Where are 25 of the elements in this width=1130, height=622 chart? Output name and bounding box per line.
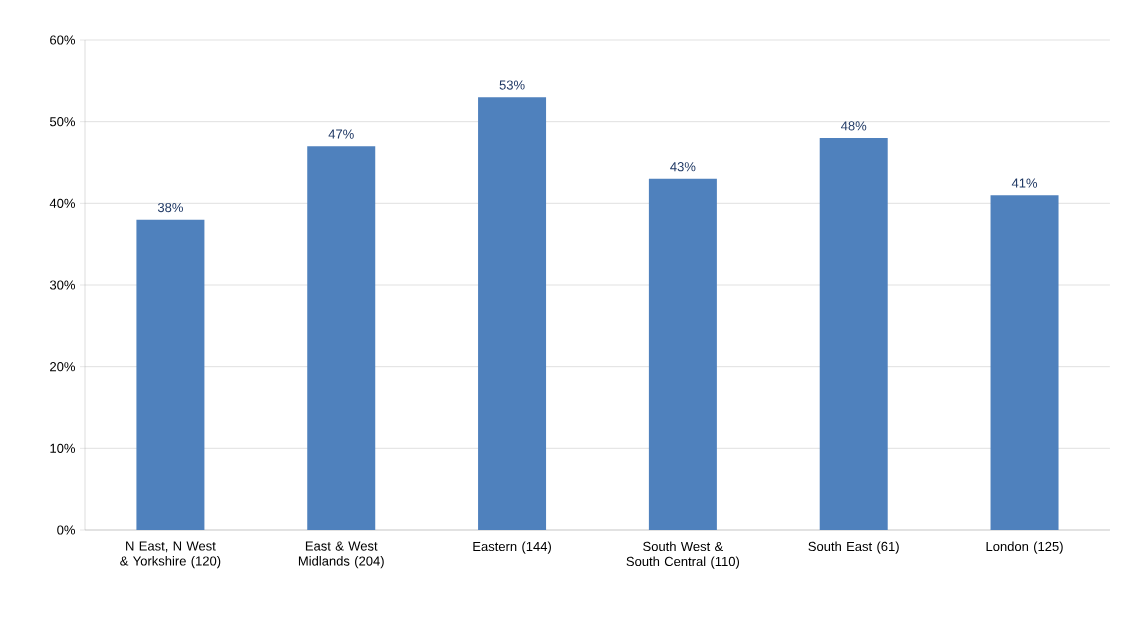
y-tick-label: 0%	[57, 525, 75, 535]
data-label: 38%	[157, 202, 183, 213]
data-label: 41%	[1011, 178, 1038, 188]
data-label: 43%	[670, 162, 696, 172]
data-label: 53%	[499, 80, 525, 90]
x-tick-label: N East, N West & Yorkshire (120)	[120, 541, 221, 569]
y-tick-label: 40%	[49, 198, 75, 208]
y-tick-label: 50%	[49, 117, 75, 127]
x-tick-label: South East (61)	[808, 541, 899, 554]
y-tick-label: 10%	[50, 443, 75, 453]
x-tick-label: London (125)	[986, 541, 1063, 554]
bar	[990, 195, 1059, 530]
data-label: 48%	[841, 121, 867, 131]
y-tick-label: 60%	[50, 35, 75, 45]
data-label: 47%	[328, 129, 354, 139]
bar	[478, 97, 547, 530]
x-tick-label: South West & South Central (110)	[626, 541, 740, 569]
bar	[307, 146, 376, 530]
x-tick-label: Eastern (144)	[473, 541, 551, 554]
bar	[648, 178, 717, 530]
bar	[136, 219, 205, 530]
x-tick-label: East & West Midlands (204)	[298, 541, 384, 569]
y-tick-label: 30%	[49, 280, 75, 290]
y-tick-label: 20%	[50, 362, 75, 372]
bar	[819, 138, 888, 530]
